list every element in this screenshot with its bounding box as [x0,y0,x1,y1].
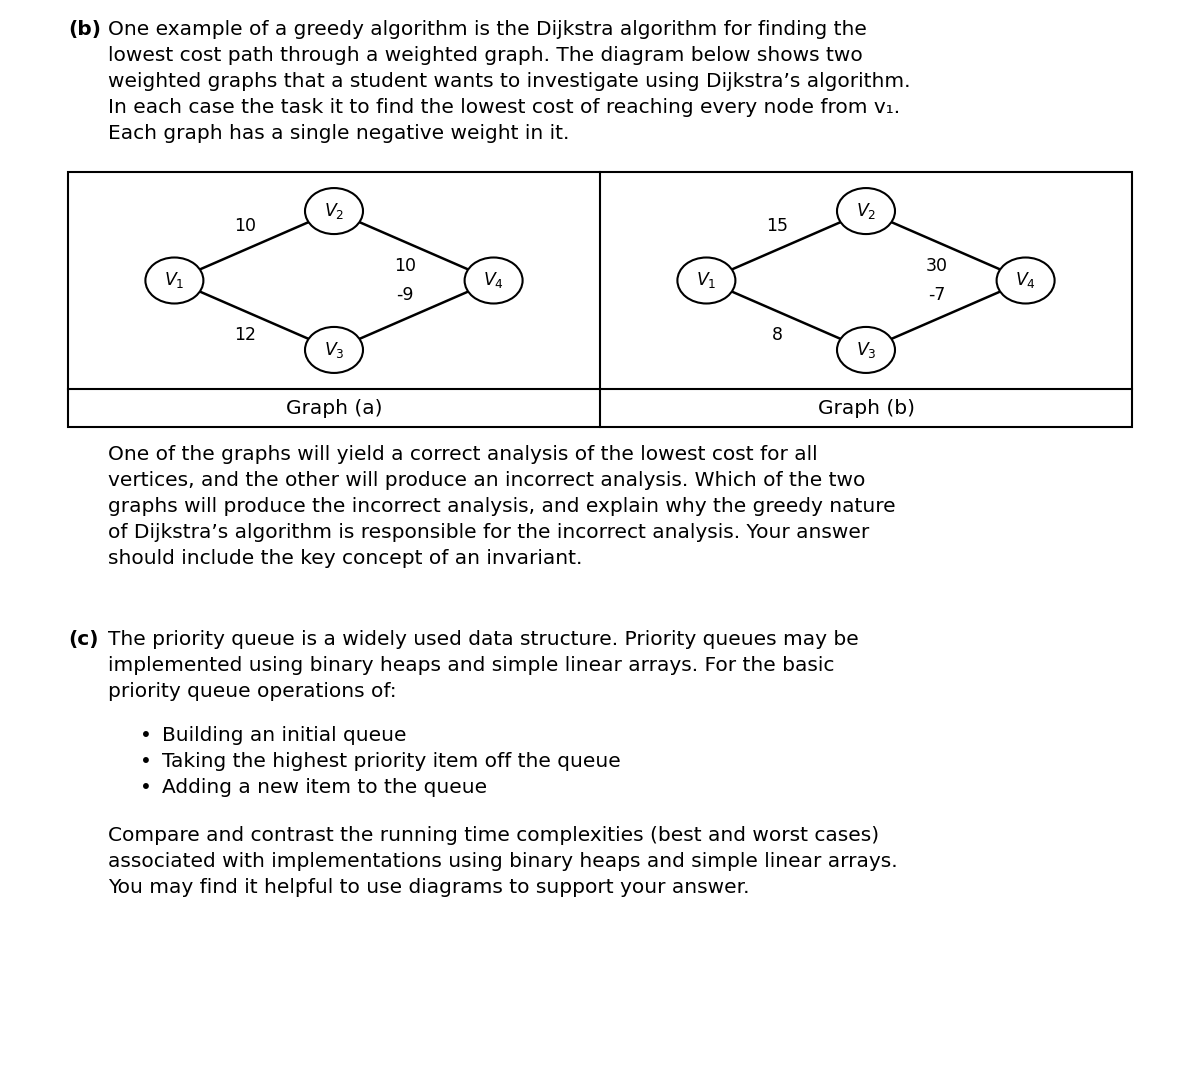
Text: 15: 15 [767,217,788,234]
Text: Adding a new item to the queue: Adding a new item to the queue [162,778,487,797]
Text: 10: 10 [234,217,257,234]
Text: 8: 8 [772,327,782,344]
Text: Compare and contrast the running time complexities (best and worst cases): Compare and contrast the running time co… [108,826,880,845]
Text: of Dijkstra’s algorithm is responsible for the incorrect analysis. Your answer: of Dijkstra’s algorithm is responsible f… [108,523,869,542]
Text: $V_1$: $V_1$ [696,270,716,291]
Text: Building an initial queue: Building an initial queue [162,726,407,745]
Bar [68,173,1132,427]
Text: •: • [140,778,152,797]
Text: $V_1$: $V_1$ [164,270,185,291]
Text: associated with implementations using binary heaps and simple linear arrays.: associated with implementations using bi… [108,852,898,871]
Text: -9: -9 [396,286,414,304]
Ellipse shape [838,327,895,373]
Text: should include the key concept of an invariant.: should include the key concept of an inv… [108,549,582,569]
Ellipse shape [677,257,736,304]
Text: lowest cost path through a weighted graph. The diagram below shows two: lowest cost path through a weighted grap… [108,46,863,65]
Text: (c): (c) [68,630,98,649]
Text: You may find it helpful to use diagrams to support your answer.: You may find it helpful to use diagrams … [108,878,750,897]
Ellipse shape [996,257,1055,304]
Text: In each case the task it to find the lowest cost of reaching every node from v₁.: In each case the task it to find the low… [108,98,900,117]
Text: 12: 12 [234,327,257,344]
Ellipse shape [305,327,364,373]
Text: vertices, and the other will produce an incorrect analysis. Which of the two: vertices, and the other will produce an … [108,471,865,490]
Text: $V_3$: $V_3$ [324,340,344,360]
Text: implemented using binary heaps and simple linear arrays. For the basic: implemented using binary heaps and simpl… [108,656,834,675]
Text: graphs will produce the incorrect analysis, and explain why the greedy nature: graphs will produce the incorrect analys… [108,497,895,516]
Text: (b): (b) [68,20,101,39]
Ellipse shape [838,188,895,234]
Text: •: • [140,752,152,771]
Ellipse shape [464,257,523,304]
Text: The priority queue is a widely used data structure. Priority queues may be: The priority queue is a widely used data… [108,630,859,649]
Ellipse shape [305,188,364,234]
Text: Each graph has a single negative weight in it.: Each graph has a single negative weight … [108,124,569,143]
Text: priority queue operations of:: priority queue operations of: [108,682,397,701]
Text: One example of a greedy algorithm is the Dijkstra algorithm for finding the: One example of a greedy algorithm is the… [108,20,866,39]
Text: weighted graphs that a student wants to investigate using Dijkstra’s algorithm.: weighted graphs that a student wants to … [108,72,911,91]
Text: -7: -7 [929,286,946,304]
Text: Taking the highest priority item off the queue: Taking the highest priority item off the… [162,752,620,771]
Text: 30: 30 [926,257,948,275]
Text: $V_3$: $V_3$ [856,340,876,360]
Text: $V_4$: $V_4$ [1015,270,1036,291]
Text: 10: 10 [394,257,416,275]
Text: Graph (a): Graph (a) [286,398,383,418]
Text: •: • [140,726,152,745]
Ellipse shape [145,257,204,304]
Text: $V_4$: $V_4$ [484,270,504,291]
Text: $V_2$: $V_2$ [324,201,344,221]
Text: One of the graphs will yield a correct analysis of the lowest cost for all: One of the graphs will yield a correct a… [108,445,817,464]
Text: Graph (b): Graph (b) [817,398,914,418]
Text: $V_2$: $V_2$ [856,201,876,221]
